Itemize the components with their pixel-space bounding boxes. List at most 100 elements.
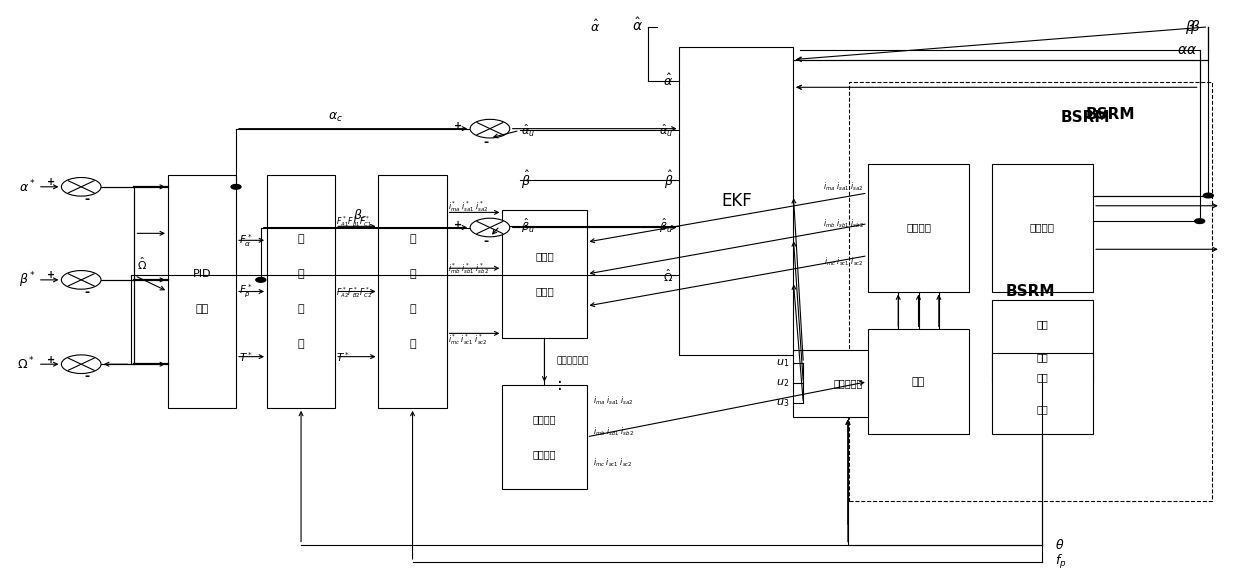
Bar — [680, 47, 794, 356]
Text: $\beta$: $\beta$ — [1184, 18, 1195, 36]
Text: $i_{mb}\ i_{sb1}\ i_{sb2}$: $i_{mb}\ i_{sb1}\ i_{sb2}$ — [593, 426, 634, 438]
Text: $T^*$: $T^*$ — [238, 350, 253, 364]
Text: $i_{ma}\ i_{sa1}\ i_{sa2}$: $i_{ma}\ i_{sa1}\ i_{sa2}$ — [823, 181, 864, 194]
Text: 电: 电 — [409, 234, 415, 244]
Text: $\alpha$: $\alpha$ — [1177, 43, 1188, 57]
Text: $\beta_c$: $\beta_c$ — [352, 208, 367, 224]
Bar — [992, 164, 1094, 292]
Text: PID: PID — [192, 269, 211, 279]
Text: EKF: EKF — [720, 192, 751, 210]
Text: -: - — [484, 136, 489, 149]
Text: $u_2$: $u_2$ — [776, 377, 790, 389]
Text: +: + — [454, 121, 461, 131]
Text: 控制: 控制 — [196, 304, 208, 314]
Text: $\beta^*$: $\beta^*$ — [20, 270, 36, 290]
Text: $\alpha$: $\alpha$ — [1185, 43, 1197, 57]
Text: $F_\alpha^*$: $F_\alpha^*$ — [238, 232, 252, 249]
Bar — [992, 353, 1094, 434]
Text: 计: 计 — [409, 304, 415, 314]
Bar — [167, 175, 236, 408]
Text: $\hat{\beta}$: $\hat{\beta}$ — [663, 168, 673, 191]
Text: 电流滞: 电流滞 — [536, 252, 554, 262]
Text: $T^*$: $T^*$ — [336, 350, 350, 364]
Text: $\hat{\alpha}$: $\hat{\alpha}$ — [632, 17, 644, 34]
Text: +: + — [47, 177, 56, 187]
Text: $i_{mc}\ i_{sc1}\ i_{sc2}$: $i_{mc}\ i_{sc1}\ i_{sc2}$ — [825, 255, 864, 268]
Text: $u_1$: $u_1$ — [776, 357, 790, 369]
Text: 绕组: 绕组 — [911, 377, 925, 387]
Text: 位移检测: 位移检测 — [1030, 223, 1055, 233]
Text: +: + — [47, 354, 56, 364]
Text: $\hat{\alpha}_u$: $\hat{\alpha}_u$ — [660, 122, 673, 139]
Text: BSRM: BSRM — [1086, 107, 1135, 122]
Text: BSRM: BSRM — [1006, 284, 1055, 299]
Text: $i_{mb}^*\ i_{sb1}^*\ i_{sb2}^*$: $i_{mb}^*\ i_{sb1}^*\ i_{sb2}^*$ — [448, 261, 489, 276]
Circle shape — [1203, 193, 1213, 198]
Bar — [868, 164, 970, 292]
Text: $i_{ma}^*\ i_{sa1}^*\ i_{sa2}^*$: $i_{ma}^*\ i_{sa1}^*\ i_{sa2}^*$ — [448, 199, 489, 214]
Text: +: + — [47, 270, 56, 280]
Text: $\hat{\beta}$: $\hat{\beta}$ — [521, 168, 531, 191]
Circle shape — [62, 177, 100, 196]
Text: -: - — [84, 286, 89, 299]
Text: $i_{mc}^*\ i_{sc1}^*\ i_{sc2}^*$: $i_{mc}^*\ i_{sc1}^*\ i_{sc2}^*$ — [448, 332, 487, 347]
Bar — [502, 385, 587, 489]
Text: $\beta$: $\beta$ — [1189, 18, 1200, 36]
Text: 流: 流 — [409, 269, 415, 279]
Text: 算: 算 — [409, 339, 415, 349]
Text: $\hat{\alpha}_u$: $\hat{\alpha}_u$ — [521, 122, 534, 139]
Text: 标: 标 — [298, 269, 304, 279]
Text: 坐: 坐 — [298, 234, 304, 244]
Text: $i_{mc}\ i_{sc1}\ i_{sc2}$: $i_{mc}\ i_{sc1}\ i_{sc2}$ — [593, 457, 632, 469]
Text: 电流检测: 电流检测 — [906, 223, 931, 233]
Text: -: - — [84, 371, 89, 384]
Circle shape — [62, 355, 100, 374]
Text: 环控制: 环控制 — [536, 286, 554, 297]
Text: $F_{A2}^*F_{B2}^*F_{C2}^*$: $F_{A2}^*F_{B2}^*F_{C2}^*$ — [336, 285, 373, 300]
Circle shape — [470, 120, 510, 138]
Circle shape — [470, 218, 510, 237]
Text: $F_\beta^*$: $F_\beta^*$ — [238, 283, 252, 300]
Text: $f_p$: $f_p$ — [1055, 553, 1066, 571]
Text: 变: 变 — [298, 304, 304, 314]
Bar — [992, 300, 1094, 382]
Text: -: - — [84, 193, 89, 206]
Circle shape — [1194, 219, 1204, 223]
Text: $\hat{\beta}_u$: $\hat{\beta}_u$ — [660, 217, 673, 235]
Bar — [794, 350, 903, 416]
Text: 检测: 检测 — [1037, 352, 1048, 362]
Text: :: : — [557, 375, 563, 394]
Text: 绕组功率: 绕组功率 — [533, 415, 557, 424]
Bar — [267, 175, 335, 408]
Text: $\hat{\Omega}$: $\hat{\Omega}$ — [136, 255, 148, 272]
Text: $u_3$: $u_3$ — [776, 397, 790, 409]
Text: +: + — [454, 220, 461, 230]
Text: 换: 换 — [298, 339, 304, 349]
Bar — [378, 175, 446, 408]
Text: $i_{ma}\ i_{sa1}\ i_{sa2}$: $i_{ma}\ i_{sa1}\ i_{sa2}$ — [593, 394, 634, 406]
Bar — [502, 210, 587, 338]
Text: $\hat{\alpha}$: $\hat{\alpha}$ — [590, 19, 600, 35]
Text: $\hat{\Omega}$: $\hat{\Omega}$ — [663, 267, 673, 283]
Text: $\alpha_c$: $\alpha_c$ — [327, 110, 342, 124]
Text: $i_{mb}\ i_{sb1}\ i_{sb2}$: $i_{mb}\ i_{sb1}\ i_{sb2}$ — [823, 217, 864, 230]
Text: 换相: 换相 — [1037, 372, 1048, 382]
Text: $\Omega^*$: $\Omega^*$ — [17, 356, 35, 373]
Text: 变换电路: 变换电路 — [533, 449, 557, 459]
Text: BSRM: BSRM — [1060, 110, 1110, 125]
Text: $\alpha^*$: $\alpha^*$ — [20, 178, 36, 195]
Text: 控制量换算: 控制量换算 — [833, 378, 863, 388]
Text: $\theta$: $\theta$ — [1055, 538, 1064, 552]
Bar — [849, 82, 1211, 501]
Text: 开关控制信号: 开关控制信号 — [557, 357, 589, 366]
Text: 转角: 转角 — [1037, 319, 1048, 329]
Text: $F_{A1}^*F_{B1}^*F_{C1}^*$: $F_{A1}^*F_{B1}^*F_{C1}^*$ — [336, 215, 373, 229]
Text: $\hat{\alpha}$: $\hat{\alpha}$ — [663, 73, 673, 89]
Bar — [868, 329, 970, 434]
Text: 检测: 检测 — [1037, 405, 1048, 415]
Text: -: - — [484, 235, 489, 248]
Text: $\hat{\beta}_u$: $\hat{\beta}_u$ — [521, 217, 534, 235]
Circle shape — [255, 278, 265, 282]
Circle shape — [62, 271, 100, 289]
Circle shape — [231, 184, 241, 189]
